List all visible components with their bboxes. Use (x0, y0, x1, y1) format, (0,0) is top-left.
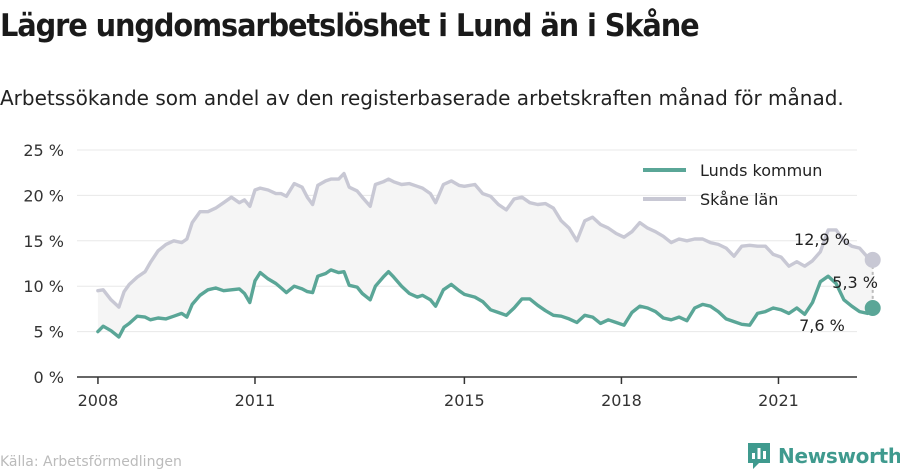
y-tick-label: 0 % (34, 368, 64, 387)
line-chart: 0 %5 %10 %15 %20 %25 % 2008 2011 2015 2018 2… (23, 141, 881, 410)
y-tick-label: 25 % (23, 141, 64, 160)
legend-label-lunds-kommun: Lunds kommun (700, 161, 822, 180)
x-tick-label: 2011 (235, 391, 276, 410)
x-axis-ticks: 2008 2011 2015 2018 2021 (78, 377, 799, 410)
end-label-lunds-kommun: 7,6 % (799, 316, 845, 335)
series-line-lunds-kommun (96, 268, 875, 339)
difference-band-area (97, 173, 873, 337)
y-tick-label: 5 % (34, 323, 64, 342)
series-lines (96, 171, 875, 339)
x-tick-label: 2018 (601, 391, 642, 410)
chart-subtitle: Arbetssökande som andel av den registerb… (0, 86, 844, 110)
brand-name: Newsworthy (778, 444, 900, 468)
y-tick-label: 15 % (23, 232, 64, 251)
x-tick-label: 2015 (444, 391, 485, 410)
x-tick-label: 2008 (78, 391, 119, 410)
y-axis-tick-labels: 0 % 5 % 10 % 15 % 20 % 25 % (23, 141, 64, 387)
series-line-skane-lan (96, 171, 875, 309)
source-note: Källa: Arbetsförmedlingen (0, 454, 182, 470)
chart-title: Lägre ungdomsarbetslöshet i Lund än i Sk… (0, 8, 700, 44)
end-point-skane-lan (864, 251, 881, 268)
end-label-skane-lan: 12,9 % (794, 230, 850, 249)
difference-label: 5,3 % (832, 273, 878, 292)
end-point-lunds-kommun (864, 299, 881, 316)
y-tick-label: 20 % (23, 186, 64, 205)
x-tick-label: 2021 (758, 391, 799, 410)
legend: Lunds kommun Skåne län (643, 161, 822, 209)
legend-label-skane-lan: Skåne län (700, 190, 778, 209)
newsworthy-logo-icon (748, 443, 770, 469)
brand: Newsworthy (746, 441, 900, 471)
y-tick-label: 10 % (23, 277, 64, 296)
